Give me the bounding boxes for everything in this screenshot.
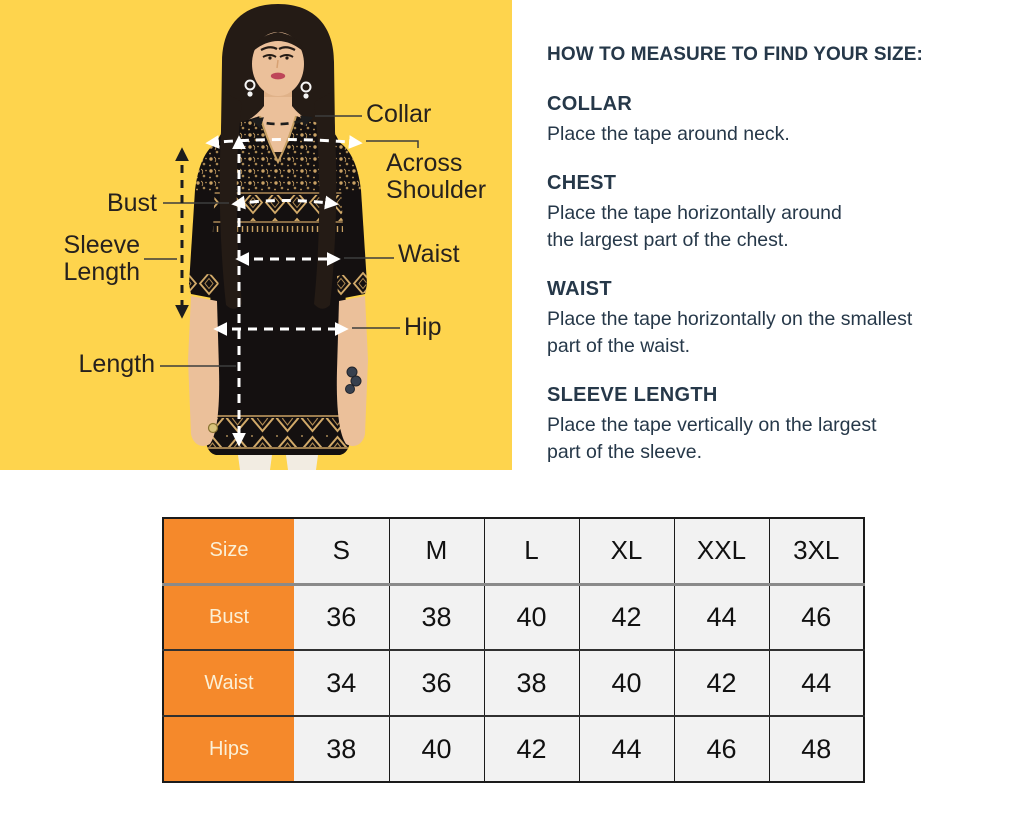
cell-value: 38: [388, 582, 484, 650]
size-col-xl: XL: [578, 518, 674, 584]
cell-value: 42: [483, 715, 579, 782]
diagram-label-hip: Hip: [404, 313, 442, 341]
instruction-body: Place the tape horizontally around the l…: [547, 202, 842, 251]
table-row-waist: Waist 34 36 38 40 42 44: [163, 649, 864, 716]
instruction-section-collar: COLLAR Place the tape around neck.: [547, 93, 987, 148]
cell-value: 44: [673, 582, 769, 650]
model-illustration: [144, 4, 419, 470]
measure-instructions: HOW TO MEASURE TO FIND YOUR SIZE: COLLAR…: [547, 44, 987, 490]
instruction-title: CHEST: [547, 172, 617, 194]
size-chart-table: Size S M L XL XXL 3XL Bust 36 38 40 42 4…: [162, 517, 865, 783]
size-col-s: S: [294, 518, 389, 584]
cell-value: 42: [578, 582, 674, 650]
cell-value: 40: [388, 715, 484, 782]
instruction-title: WAIST: [547, 278, 612, 300]
size-col-3xl: 3XL: [768, 518, 864, 584]
size-header-cell: Size: [163, 518, 294, 584]
instruction-section-chest: CHEST Place the tape horizontally around…: [547, 172, 987, 254]
instructions-heading: HOW TO MEASURE TO FIND YOUR SIZE:: [547, 44, 923, 65]
cell-value: 36: [294, 582, 389, 650]
measurement-diagram-panel: Collar Across Shoulder Bust Sleeve Lengt…: [0, 0, 512, 470]
table-row-bust: Bust 36 38 40 42 44 46: [163, 582, 864, 650]
diagram-label-bust: Bust: [106, 189, 157, 217]
cell-value: 40: [483, 582, 579, 650]
cell-value: 40: [578, 649, 674, 716]
cell-value: 38: [483, 649, 579, 716]
cell-value: 36: [388, 649, 484, 716]
cell-value: 48: [768, 715, 864, 782]
diagram-label-length: Length: [78, 350, 155, 378]
cell-value: 44: [578, 715, 674, 782]
row-label-hips: Hips: [163, 715, 294, 782]
table-row-hips: Hips 38 40 42 44 46 48: [163, 715, 864, 782]
instruction-title: SLEEVE LENGTH: [547, 384, 718, 406]
diagram-label-waist: Waist: [398, 240, 460, 268]
cell-value: 42: [673, 649, 769, 716]
row-label-waist: Waist: [163, 649, 294, 716]
size-col-l: L: [483, 518, 579, 584]
cell-value: 46: [768, 582, 864, 650]
diagram-label-collar: Collar: [366, 100, 432, 128]
cell-value: 34: [294, 649, 389, 716]
table-header-row: Size S M L XL XXL 3XL: [163, 518, 864, 584]
instruction-section-waist: WAIST Place the tape horizontally on the…: [547, 278, 987, 360]
cell-value: 44: [768, 649, 864, 716]
instruction-body: Place the tape around neck.: [547, 123, 790, 145]
instruction-section-sleeve-length: SLEEVE LENGTH Place the tape vertically …: [547, 384, 987, 466]
diagram-label-across-shoulder: Across Shoulder: [386, 149, 487, 204]
cell-value: 46: [673, 715, 769, 782]
size-col-m: M: [388, 518, 484, 584]
cell-value: 38: [294, 715, 389, 782]
instruction-title: COLLAR: [547, 93, 633, 115]
row-label-bust: Bust: [163, 582, 294, 650]
instruction-body: Place the tape horizontally on the small…: [547, 308, 913, 357]
instruction-body: Place the tape vertically on the largest…: [547, 414, 877, 463]
diagram-label-sleeve-length: Sleeve Length: [63, 231, 140, 286]
size-col-xxl: XXL: [673, 518, 769, 584]
